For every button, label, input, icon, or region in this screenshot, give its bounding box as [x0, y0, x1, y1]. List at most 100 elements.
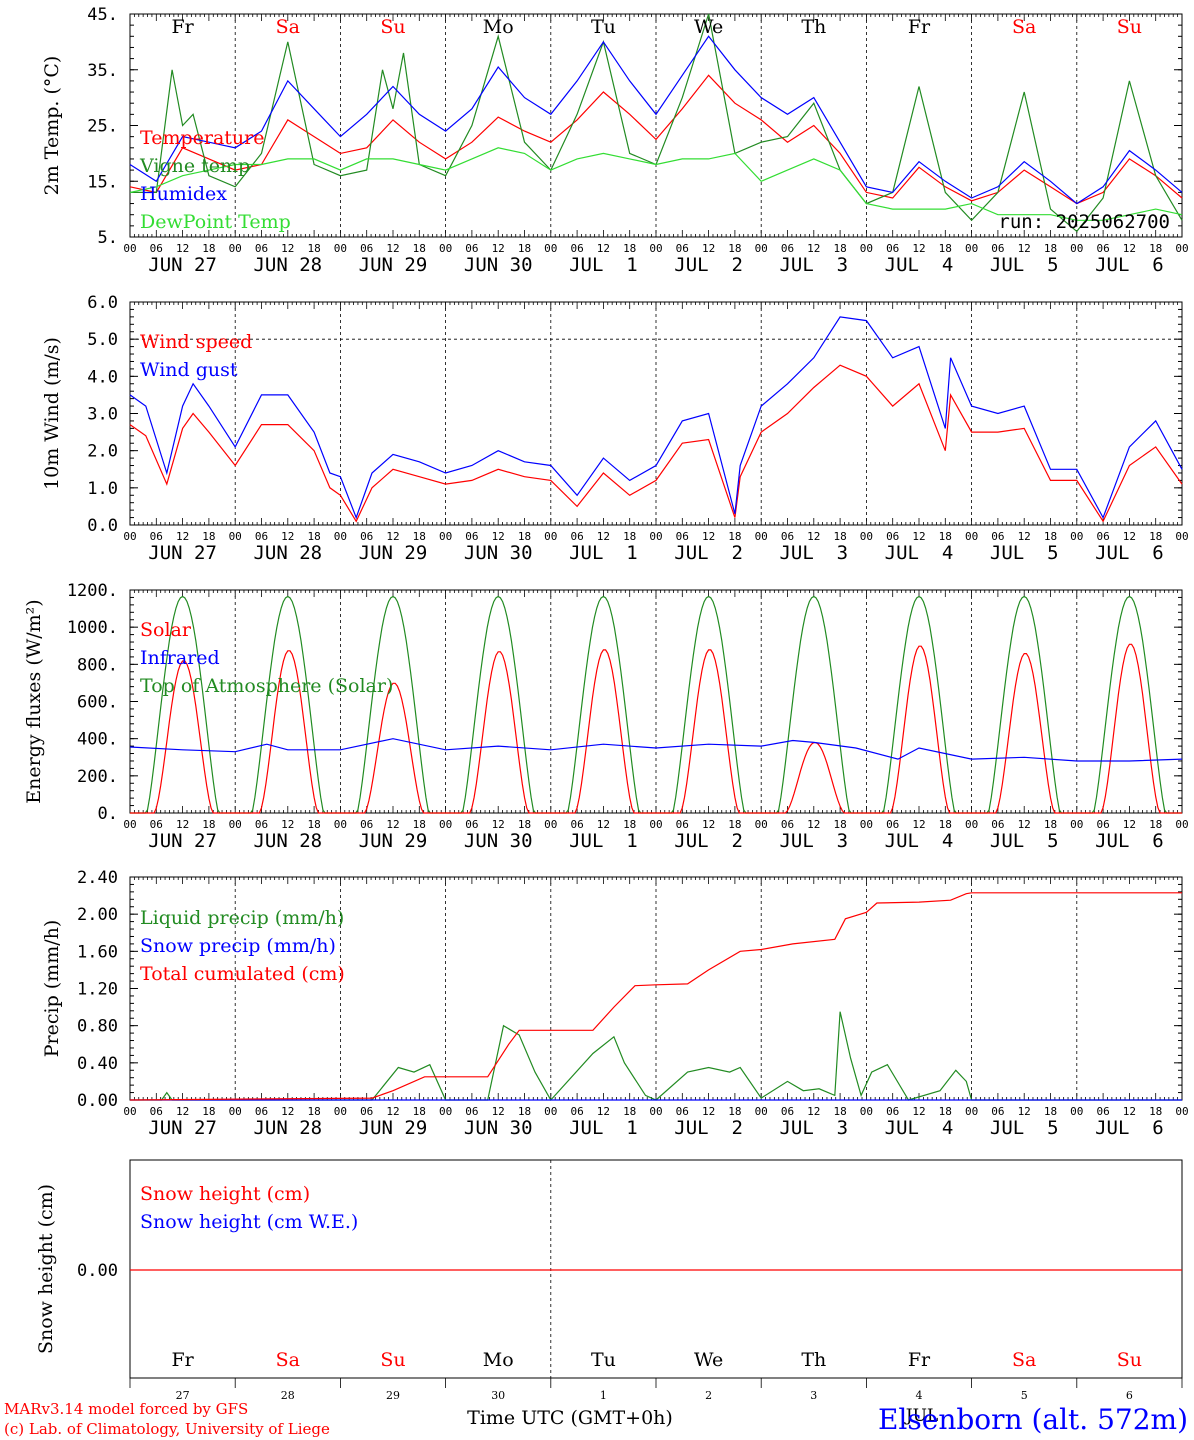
date-label: JUN 28 — [253, 254, 322, 276]
date-label: JUN 29 — [359, 254, 428, 276]
bottom-date-label: 1 — [600, 1389, 607, 1402]
bottom-date-label: 3 — [810, 1389, 817, 1402]
hour-label: 12 — [1018, 818, 1031, 831]
bottom-date-label: 30 — [491, 1389, 505, 1402]
hour-label: 18 — [939, 242, 952, 255]
hour-label: 06 — [991, 1105, 1004, 1118]
date-label: JUL 4 — [885, 542, 954, 564]
hour-label: 12 — [386, 242, 399, 255]
hour-label: 18 — [202, 530, 215, 543]
day-label: Su — [1117, 16, 1142, 38]
date-label: JUN 30 — [464, 254, 533, 276]
hour-label: 18 — [939, 530, 952, 543]
temperature-panel: 5. 15. 25. 35. 45. Fr Sa Su Mo Tu We Th Fr Sa Su Temper… — [41, 5, 1189, 276]
series-line — [129, 738, 1183, 762]
hour-label: 06 — [781, 530, 794, 543]
bottom-date-label: 4 — [916, 1389, 923, 1402]
date-label: JUN 28 — [253, 830, 322, 852]
hour-label: 12 — [702, 530, 715, 543]
hour-label: 12 — [1123, 818, 1136, 831]
hour-label: 12 — [386, 1105, 399, 1118]
day-label: Tu — [591, 16, 616, 38]
hour-label: 18 — [1149, 530, 1162, 543]
hour-label: 06 — [1096, 818, 1109, 831]
hour-label: 12 — [597, 242, 610, 255]
credit-line-2: (c) Lab. of Climatology, University of L… — [4, 1420, 330, 1438]
hour-label: 12 — [912, 242, 925, 255]
hour-label: 06 — [150, 818, 163, 831]
hour-label: 12 — [492, 1105, 505, 1118]
day-label: Mo — [483, 1349, 514, 1371]
hour-label: 00 — [755, 1105, 768, 1118]
hour-label: 18 — [833, 242, 846, 255]
day-label: Fr — [171, 1349, 194, 1371]
date-label: JUL 6 — [1095, 542, 1164, 564]
credit-line-1: MARv3.14 model forced by GFS — [4, 1400, 248, 1418]
day-label: Fr — [908, 1349, 931, 1371]
legend-entry: Top of Atmosphere (Solar) — [140, 675, 393, 697]
date-label: JUL 5 — [990, 542, 1059, 564]
hour-label: 12 — [1018, 1105, 1031, 1118]
hour-label: 18 — [833, 818, 846, 831]
hour-label: 06 — [886, 530, 899, 543]
hour-label: 06 — [150, 242, 163, 255]
hour-label: 00 — [229, 530, 242, 543]
date-label: JUL 1 — [569, 542, 638, 564]
date-label: JUL 2 — [674, 254, 743, 276]
hour-label: 12 — [597, 1105, 610, 1118]
hour-label: 00 — [439, 818, 452, 831]
hour-label: 00 — [755, 818, 768, 831]
date-label: JUL 1 — [569, 254, 638, 276]
hour-label: 18 — [518, 818, 531, 831]
y-tick-label: 2.0 — [87, 442, 118, 462]
hour-label: 00 — [123, 1105, 136, 1118]
y-tick-label: 4.0 — [87, 367, 118, 387]
bottom-date-label: 5 — [1021, 1389, 1028, 1402]
wind-panel: 0.0 1.0 2.0 3.0 4.0 5.0 6.0 Wind speed Wind gust… — [41, 293, 1189, 564]
day-label: Th — [801, 16, 826, 38]
y-tick-label: 1.0 — [87, 479, 118, 499]
hour-label: 18 — [1044, 818, 1057, 831]
day-label: We — [694, 1349, 723, 1371]
hour-label: 18 — [202, 1105, 215, 1118]
hour-label: 00 — [649, 818, 662, 831]
hour-label: 00 — [1175, 818, 1188, 831]
hour-label: 12 — [807, 242, 820, 255]
hour-label: 18 — [833, 1105, 846, 1118]
hour-label: 18 — [518, 530, 531, 543]
date-label: JUL 6 — [1095, 830, 1164, 852]
day-label: Mo — [483, 16, 514, 38]
energy-panel: 0. 200. 400. 600. 800. 1000. 1200. Solar Infrare… — [23, 581, 1189, 852]
date-label: JUL 5 — [990, 1117, 1059, 1139]
hour-label: 18 — [1149, 1105, 1162, 1118]
hour-label: 18 — [623, 1105, 636, 1118]
hour-label: 00 — [544, 242, 557, 255]
series-line — [129, 364, 1183, 523]
y-tick-label: 200. — [77, 767, 118, 787]
hour-label: 06 — [1096, 530, 1109, 543]
date-label: JUL 2 — [674, 1117, 743, 1139]
y-tick-label: 1200. — [67, 581, 118, 601]
hour-label: 06 — [465, 818, 478, 831]
hour-label: 06 — [360, 1105, 373, 1118]
hour-label: 12 — [1123, 1105, 1136, 1118]
bottom-date-label: 28 — [281, 1389, 295, 1402]
hour-label: 06 — [150, 1105, 163, 1118]
y-tick-label: 800. — [77, 655, 118, 675]
day-label: Sa — [1012, 16, 1036, 38]
date-label: JUL 1 — [569, 830, 638, 852]
date-label: JUL 6 — [1095, 254, 1164, 276]
y-tick-label: 5.0 — [87, 330, 118, 350]
hour-label: 00 — [860, 818, 873, 831]
hour-label: 00 — [334, 818, 347, 831]
date-label: JUL 4 — [885, 830, 954, 852]
hour-label: 06 — [991, 818, 1004, 831]
date-label: JUN 27 — [148, 1117, 217, 1139]
hour-label: 12 — [492, 530, 505, 543]
hour-label: 00 — [123, 818, 136, 831]
hour-label: 18 — [202, 818, 215, 831]
y-tick-label: 5. — [98, 228, 118, 248]
hour-label: 00 — [755, 530, 768, 543]
hour-label: 18 — [623, 530, 636, 543]
hour-label: 12 — [1123, 530, 1136, 543]
